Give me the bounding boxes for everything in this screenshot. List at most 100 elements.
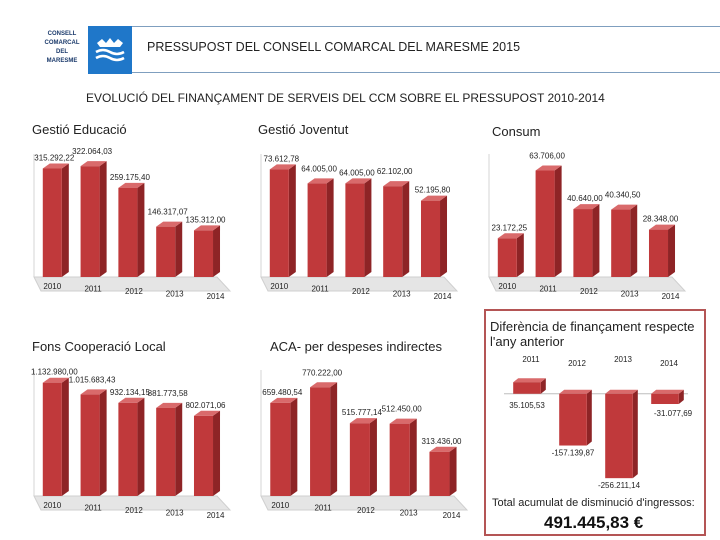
tick-label: 2013 xyxy=(621,290,639,299)
data-label: 659.480,54 xyxy=(262,388,303,397)
bar-side xyxy=(99,389,107,496)
bar-side xyxy=(586,389,592,446)
bar-side xyxy=(290,397,298,496)
bar-top xyxy=(651,389,684,394)
bar-2011 xyxy=(535,170,555,277)
bar-side xyxy=(592,204,600,277)
tick-label: 2013 xyxy=(166,290,184,299)
bar-2013 xyxy=(383,186,403,277)
bar-side xyxy=(402,181,410,277)
header-divider xyxy=(132,72,720,73)
chart-floor xyxy=(488,276,687,292)
bar-top xyxy=(383,181,410,187)
bar-2012 xyxy=(559,393,587,446)
bar-top xyxy=(307,178,334,184)
data-label: 515.777,14 xyxy=(342,408,383,417)
bar-2010 xyxy=(42,168,62,277)
data-label: 1.015.683,43 xyxy=(69,375,116,384)
data-label: 770.222,00 xyxy=(302,368,343,377)
bar-2011 xyxy=(80,166,100,277)
logo-line: MARESME xyxy=(46,58,78,64)
bar-2012 xyxy=(118,187,138,277)
tick-label: 2013 xyxy=(166,509,184,518)
data-label: 313.436,00 xyxy=(421,437,462,446)
bar-2010 xyxy=(269,169,289,277)
bar-2014 xyxy=(648,229,669,277)
chart-title-fons-cooperacio: Fons Cooperació Local xyxy=(32,339,166,354)
bar-top xyxy=(513,378,546,383)
bar-top xyxy=(349,418,377,424)
data-label: 512.450,00 xyxy=(382,405,423,414)
logo-text: CONSELL COMARCAL DEL MARESME xyxy=(38,30,86,66)
tick-label: 2012 xyxy=(357,506,375,515)
data-label: 259.175,40 xyxy=(110,173,151,182)
tick-label: 2012 xyxy=(580,287,598,296)
data-label: 135.312,00 xyxy=(185,215,226,224)
bar-top xyxy=(573,204,600,210)
tick-label: 2012 xyxy=(568,359,586,368)
consell-comarcal-logo: CONSELL COMARCAL DEL MARESME xyxy=(38,26,132,74)
tick-label: 2013 xyxy=(614,355,632,364)
bar-2011 xyxy=(310,387,331,496)
chart-fons-cooperacio: 1.132.980,00 2010 1.015.683,43 2011 932.134,… xyxy=(31,368,232,520)
bar-2011 xyxy=(307,183,327,277)
bar-top xyxy=(80,161,107,167)
bar-2012 xyxy=(349,423,370,496)
data-label: 52.195,80 xyxy=(415,186,451,195)
bar-top xyxy=(156,221,183,227)
data-label: 35.105,53 xyxy=(509,401,545,410)
data-label: 28.348,00 xyxy=(643,215,679,224)
bar-2012 xyxy=(345,183,365,277)
bar-side xyxy=(99,161,107,277)
bar-side xyxy=(213,225,221,277)
bar-top xyxy=(118,397,145,403)
tick-label: 2011 xyxy=(522,355,540,364)
chart-aca: 659.480,54 2010 770.222,00 2011 515.777,14 20… xyxy=(260,368,469,520)
data-label: -31.077,69 xyxy=(654,409,693,418)
bar-side xyxy=(61,163,69,277)
tick-label: 2011 xyxy=(84,504,102,513)
data-label: 315.292,22 xyxy=(34,154,75,163)
bar-top xyxy=(310,382,338,388)
header-divider xyxy=(132,26,720,27)
tick-label: 2014 xyxy=(207,511,225,520)
bar-top xyxy=(80,389,107,395)
bar-top xyxy=(156,402,183,408)
bar-top xyxy=(497,233,524,239)
bar-side xyxy=(440,195,448,277)
data-label: -157.139,87 xyxy=(552,449,595,458)
bar-2013 xyxy=(156,226,176,277)
bar-top xyxy=(270,397,298,403)
bar-2014 xyxy=(193,415,214,496)
bar-2014 xyxy=(193,230,214,277)
tick-label: 2014 xyxy=(443,511,461,520)
bar-top xyxy=(193,225,221,231)
data-label: 802.071,06 xyxy=(185,401,226,410)
bar-2011 xyxy=(513,382,541,394)
bar-side xyxy=(137,182,145,277)
tick-label: 2010 xyxy=(498,282,516,291)
data-label: 63.706,00 xyxy=(529,152,565,161)
logo-line: COMARCAL xyxy=(44,40,80,46)
chart-diferencia: 2011 35.105,53 2012 -157.139,87 2013 -256.211… xyxy=(504,355,693,490)
bar-2010 xyxy=(270,402,291,496)
data-label: 1.132.980,00 xyxy=(31,368,78,377)
chart-title-gestio-joventut: Gestió Joventut xyxy=(258,122,349,137)
tick-label: 2014 xyxy=(660,359,678,368)
data-label: 146.317,07 xyxy=(148,208,189,217)
bar-2013 xyxy=(611,209,631,277)
tick-label: 2010 xyxy=(43,501,61,510)
bar-2010 xyxy=(42,382,62,496)
tick-label: 2012 xyxy=(352,287,370,296)
bar-2011 xyxy=(80,394,100,496)
tick-label: 2010 xyxy=(43,282,61,291)
chart-floor xyxy=(33,276,232,292)
bar-side xyxy=(554,165,562,277)
data-label: 881.773,58 xyxy=(148,389,189,398)
page-subtitle: EVOLUCIÓ DEL FINANÇAMENT DE SERVEIS DEL … xyxy=(86,91,605,105)
bar-side xyxy=(668,224,676,277)
bar-top xyxy=(193,410,221,416)
bar-2014 xyxy=(429,451,450,496)
tick-label: 2011 xyxy=(539,285,557,294)
tick-label: 2013 xyxy=(400,509,418,518)
